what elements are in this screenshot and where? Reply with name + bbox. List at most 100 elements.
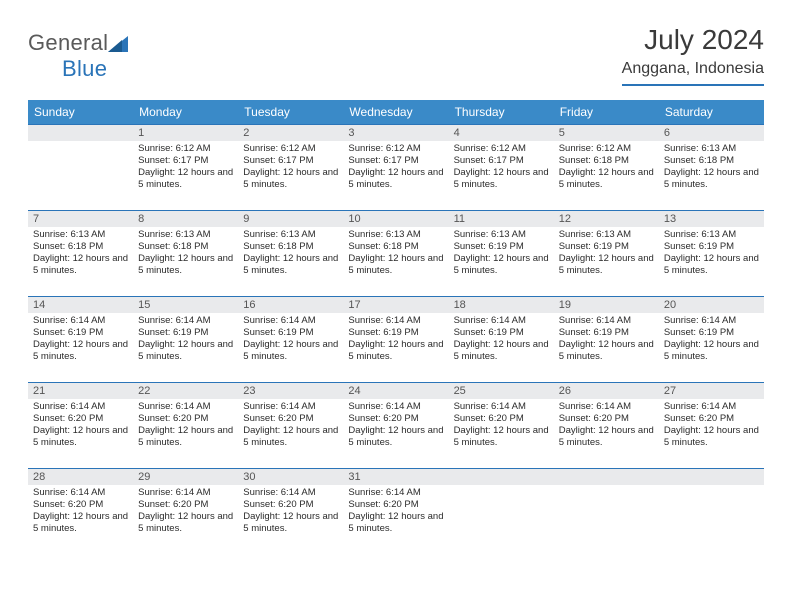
sunrise-line: Sunrise: 6:13 AM: [559, 229, 654, 241]
sunset-line: Sunset: 6:19 PM: [664, 327, 759, 339]
sunset-line: Sunset: 6:18 PM: [243, 241, 338, 253]
day-header: Saturday: [659, 100, 764, 125]
day-number: 25: [449, 383, 554, 399]
day-cell: 27Sunrise: 6:14 AMSunset: 6:20 PMDayligh…: [659, 383, 764, 469]
sunrise-line: Sunrise: 6:14 AM: [33, 487, 128, 499]
day-cell: 26Sunrise: 6:14 AMSunset: 6:20 PMDayligh…: [554, 383, 659, 469]
sunset-line: Sunset: 6:17 PM: [138, 155, 233, 167]
day-cell: 11Sunrise: 6:13 AMSunset: 6:19 PMDayligh…: [449, 211, 554, 297]
day-details: Sunrise: 6:13 AMSunset: 6:18 PMDaylight:…: [659, 141, 764, 195]
day-header: Friday: [554, 100, 659, 125]
day-details: Sunrise: 6:12 AMSunset: 6:17 PMDaylight:…: [343, 141, 448, 195]
sunset-line: Sunset: 6:19 PM: [243, 327, 338, 339]
calendar-page: General Blue July 2024 Anggana, Indonesi…: [0, 0, 792, 575]
daylight-line: Daylight: 12 hours and 5 minutes.: [33, 253, 128, 277]
day-cell: [659, 469, 764, 555]
sunset-line: Sunset: 6:18 PM: [33, 241, 128, 253]
daylight-line: Daylight: 12 hours and 5 minutes.: [559, 425, 654, 449]
day-cell: 9Sunrise: 6:13 AMSunset: 6:18 PMDaylight…: [238, 211, 343, 297]
day-details: Sunrise: 6:14 AMSunset: 6:20 PMDaylight:…: [133, 485, 238, 539]
day-number: 12: [554, 211, 659, 227]
day-number: 10: [343, 211, 448, 227]
sunset-line: Sunset: 6:20 PM: [33, 413, 128, 425]
day-cell: 17Sunrise: 6:14 AMSunset: 6:19 PMDayligh…: [343, 297, 448, 383]
day-details: Sunrise: 6:13 AMSunset: 6:18 PMDaylight:…: [28, 227, 133, 281]
day-header-row: SundayMondayTuesdayWednesdayThursdayFrid…: [28, 100, 764, 125]
day-number: 3: [343, 125, 448, 141]
daylight-line: Daylight: 12 hours and 5 minutes.: [348, 511, 443, 535]
day-cell: 7Sunrise: 6:13 AMSunset: 6:18 PMDaylight…: [28, 211, 133, 297]
sunset-line: Sunset: 6:19 PM: [348, 327, 443, 339]
day-cell: 13Sunrise: 6:13 AMSunset: 6:19 PMDayligh…: [659, 211, 764, 297]
day-cell: 12Sunrise: 6:13 AMSunset: 6:19 PMDayligh…: [554, 211, 659, 297]
logo-triangle-icon: [108, 36, 128, 52]
daylight-line: Daylight: 12 hours and 5 minutes.: [243, 511, 338, 535]
day-number: 7: [28, 211, 133, 227]
day-number: 18: [449, 297, 554, 313]
month-title: July 2024: [622, 24, 764, 56]
sunset-line: Sunset: 6:19 PM: [559, 327, 654, 339]
daylight-line: Daylight: 12 hours and 5 minutes.: [33, 425, 128, 449]
day-cell: [554, 469, 659, 555]
sunrise-line: Sunrise: 6:14 AM: [243, 487, 338, 499]
day-header: Sunday: [28, 100, 133, 125]
sunrise-line: Sunrise: 6:12 AM: [454, 143, 549, 155]
daylight-line: Daylight: 12 hours and 5 minutes.: [33, 511, 128, 535]
day-number: 27: [659, 383, 764, 399]
day-number: [449, 469, 554, 485]
daylight-line: Daylight: 12 hours and 5 minutes.: [138, 511, 233, 535]
day-cell: 22Sunrise: 6:14 AMSunset: 6:20 PMDayligh…: [133, 383, 238, 469]
day-header: Tuesday: [238, 100, 343, 125]
daylight-line: Daylight: 12 hours and 5 minutes.: [348, 167, 443, 191]
sunset-line: Sunset: 6:17 PM: [454, 155, 549, 167]
sunrise-line: Sunrise: 6:12 AM: [348, 143, 443, 155]
day-details: Sunrise: 6:14 AMSunset: 6:19 PMDaylight:…: [449, 313, 554, 367]
day-details: Sunrise: 6:14 AMSunset: 6:19 PMDaylight:…: [28, 313, 133, 367]
sunrise-line: Sunrise: 6:14 AM: [138, 401, 233, 413]
daylight-line: Daylight: 12 hours and 5 minutes.: [454, 339, 549, 363]
day-cell: 15Sunrise: 6:14 AMSunset: 6:19 PMDayligh…: [133, 297, 238, 383]
day-number: 31: [343, 469, 448, 485]
sunset-line: Sunset: 6:19 PM: [559, 241, 654, 253]
sunrise-line: Sunrise: 6:14 AM: [664, 401, 759, 413]
day-cell: 24Sunrise: 6:14 AMSunset: 6:20 PMDayligh…: [343, 383, 448, 469]
day-cell: 20Sunrise: 6:14 AMSunset: 6:19 PMDayligh…: [659, 297, 764, 383]
daylight-line: Daylight: 12 hours and 5 minutes.: [664, 425, 759, 449]
day-details: Sunrise: 6:14 AMSunset: 6:20 PMDaylight:…: [659, 399, 764, 453]
day-cell: 18Sunrise: 6:14 AMSunset: 6:19 PMDayligh…: [449, 297, 554, 383]
day-header: Thursday: [449, 100, 554, 125]
sunset-line: Sunset: 6:20 PM: [33, 499, 128, 511]
sunrise-line: Sunrise: 6:14 AM: [454, 315, 549, 327]
day-cell: 28Sunrise: 6:14 AMSunset: 6:20 PMDayligh…: [28, 469, 133, 555]
daylight-line: Daylight: 12 hours and 5 minutes.: [664, 167, 759, 191]
day-details: Sunrise: 6:13 AMSunset: 6:18 PMDaylight:…: [238, 227, 343, 281]
day-cell: 16Sunrise: 6:14 AMSunset: 6:19 PMDayligh…: [238, 297, 343, 383]
sunrise-line: Sunrise: 6:14 AM: [33, 315, 128, 327]
day-number: 5: [554, 125, 659, 141]
sunset-line: Sunset: 6:17 PM: [348, 155, 443, 167]
day-number: 23: [238, 383, 343, 399]
day-cell: 5Sunrise: 6:12 AMSunset: 6:18 PMDaylight…: [554, 125, 659, 211]
day-number: 14: [28, 297, 133, 313]
location-label: Anggana, Indonesia: [622, 60, 764, 86]
day-number: 9: [238, 211, 343, 227]
sunrise-line: Sunrise: 6:12 AM: [138, 143, 233, 155]
day-cell: 3Sunrise: 6:12 AMSunset: 6:17 PMDaylight…: [343, 125, 448, 211]
sunset-line: Sunset: 6:19 PM: [454, 241, 549, 253]
sunset-line: Sunset: 6:20 PM: [243, 499, 338, 511]
daylight-line: Daylight: 12 hours and 5 minutes.: [559, 253, 654, 277]
day-cell: 14Sunrise: 6:14 AMSunset: 6:19 PMDayligh…: [28, 297, 133, 383]
day-details: Sunrise: 6:14 AMSunset: 6:20 PMDaylight:…: [238, 485, 343, 539]
day-cell: 21Sunrise: 6:14 AMSunset: 6:20 PMDayligh…: [28, 383, 133, 469]
daylight-line: Daylight: 12 hours and 5 minutes.: [243, 167, 338, 191]
daylight-line: Daylight: 12 hours and 5 minutes.: [243, 425, 338, 449]
calendar-body: 1Sunrise: 6:12 AMSunset: 6:17 PMDaylight…: [28, 125, 764, 555]
daylight-line: Daylight: 12 hours and 5 minutes.: [664, 253, 759, 277]
day-cell: 10Sunrise: 6:13 AMSunset: 6:18 PMDayligh…: [343, 211, 448, 297]
sunset-line: Sunset: 6:18 PM: [138, 241, 233, 253]
sunset-line: Sunset: 6:20 PM: [559, 413, 654, 425]
day-number: [554, 469, 659, 485]
logo-text: General Blue: [28, 30, 128, 82]
day-header: Wednesday: [343, 100, 448, 125]
day-details: Sunrise: 6:13 AMSunset: 6:19 PMDaylight:…: [554, 227, 659, 281]
